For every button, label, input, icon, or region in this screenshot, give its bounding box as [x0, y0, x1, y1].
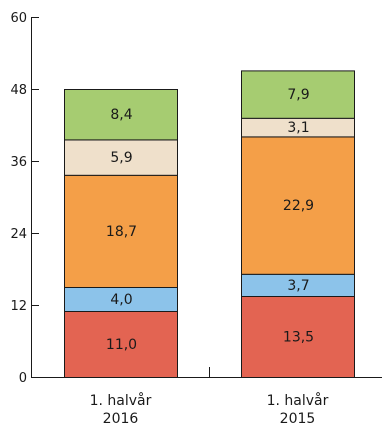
- data-label: 22,9: [283, 198, 314, 214]
- y-tick-label: 12: [10, 299, 27, 314]
- y-tick-label: 36: [10, 155, 27, 170]
- x-category-label: 1. halvår: [267, 392, 329, 409]
- data-label: 8,4: [110, 107, 132, 123]
- data-label: 7,9: [287, 87, 309, 103]
- data-label: 3,1: [287, 120, 309, 136]
- bar-segment: [64, 311, 178, 378]
- bar-segment: [64, 139, 178, 176]
- bar-segment: [64, 287, 178, 312]
- chart-labels: 11,0 4,0 18,7 5,9 8,4 1. halvår 2016 13,5 3,7 22,…: [90, 87, 329, 427]
- data-label: 3,7: [287, 278, 309, 294]
- data-label: 5,9: [110, 150, 132, 166]
- y-tick-label: 48: [10, 83, 27, 98]
- x-category-year: 2016: [103, 411, 139, 427]
- data-label: 4,0: [110, 292, 132, 308]
- chart-bars: [64, 70, 355, 378]
- data-label: 11,0: [106, 337, 137, 353]
- x-category-label: 1. halvår: [90, 392, 152, 409]
- bar-segment: [64, 174, 178, 288]
- data-label: 13,5: [283, 330, 314, 346]
- x-category-year: 2015: [280, 411, 316, 427]
- y-tick-label: 24: [10, 227, 27, 242]
- data-label: 18,7: [106, 224, 137, 240]
- bar-segment: [241, 296, 355, 378]
- y-tick-label: 60: [10, 11, 27, 26]
- bar-segment: [64, 89, 178, 141]
- bar-segment: [241, 70, 355, 119]
- y-tick-label: 0: [19, 371, 27, 386]
